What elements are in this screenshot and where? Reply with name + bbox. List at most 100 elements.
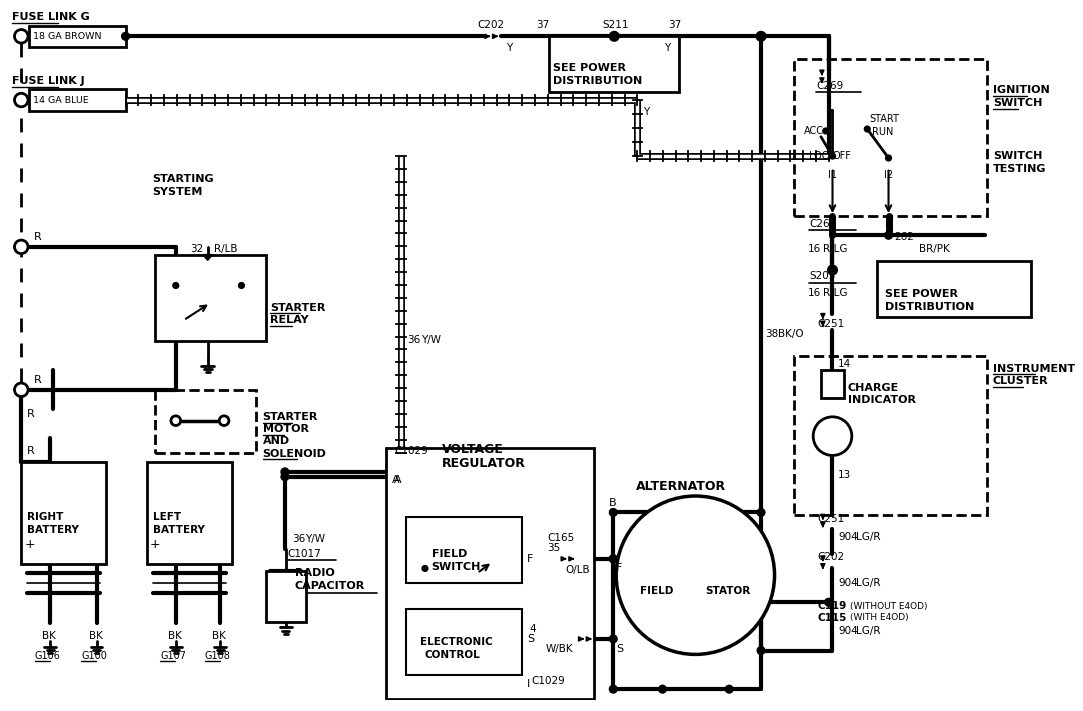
Text: VOLTAGE: VOLTAGE <box>442 443 505 456</box>
Text: F: F <box>616 563 623 574</box>
Bar <box>794 356 987 515</box>
Text: R/LB: R/LB <box>214 244 238 254</box>
Text: C1017: C1017 <box>288 549 322 559</box>
Circle shape <box>813 417 852 456</box>
Text: 38: 38 <box>765 328 779 338</box>
Text: S211: S211 <box>602 20 629 30</box>
Circle shape <box>14 30 28 43</box>
Text: +: + <box>24 538 35 551</box>
Text: F: F <box>527 554 534 564</box>
Text: BR/PK: BR/PK <box>919 244 950 254</box>
Circle shape <box>173 282 179 289</box>
Circle shape <box>757 647 765 654</box>
Text: S: S <box>527 634 534 644</box>
Bar <box>22 462 106 564</box>
Text: R: R <box>27 446 35 456</box>
Text: ACC: ACC <box>804 126 823 136</box>
Text: 904: 904 <box>838 626 858 636</box>
Text: TESTING: TESTING <box>993 164 1046 173</box>
Text: BK: BK <box>42 631 56 641</box>
Text: A: A <box>394 475 402 485</box>
Text: R/LG: R/LG <box>823 288 847 298</box>
Text: STARTER: STARTER <box>263 412 318 422</box>
Text: I2: I2 <box>884 171 893 181</box>
Text: 18 GA BROWN: 18 GA BROWN <box>32 32 102 41</box>
Circle shape <box>610 555 617 562</box>
Text: C1029: C1029 <box>394 446 428 456</box>
Text: BATTERY: BATTERY <box>153 525 205 535</box>
Circle shape <box>830 153 835 159</box>
Text: RELAY: RELAY <box>271 315 309 325</box>
Bar <box>387 448 593 699</box>
Circle shape <box>823 128 828 134</box>
Text: 36: 36 <box>407 335 421 345</box>
Text: C251: C251 <box>817 319 845 329</box>
Text: STARTING: STARTING <box>153 174 214 184</box>
Text: G100: G100 <box>81 651 107 661</box>
Text: C269: C269 <box>809 219 836 229</box>
Text: RADIO: RADIO <box>295 568 335 578</box>
Bar <box>821 370 844 397</box>
Circle shape <box>282 468 289 476</box>
Text: CHARGE: CHARGE <box>848 383 899 393</box>
Text: FUSE LINK G: FUSE LINK G <box>12 12 89 22</box>
Text: 32: 32 <box>191 244 204 254</box>
Circle shape <box>14 240 28 254</box>
Bar <box>29 26 126 47</box>
Text: DISTRIBUTION: DISTRIBUTION <box>553 76 642 86</box>
Text: I1: I1 <box>828 171 837 181</box>
Text: O/LB: O/LB <box>565 565 589 575</box>
Text: REGULATOR: REGULATOR <box>442 456 526 470</box>
Text: C202: C202 <box>817 552 844 562</box>
Circle shape <box>827 265 837 275</box>
Text: FUSE LINK J: FUSE LINK J <box>12 76 84 86</box>
Text: (WITH E4OD): (WITH E4OD) <box>850 613 909 622</box>
Text: R: R <box>27 409 35 419</box>
Bar <box>877 262 1031 317</box>
Text: BK: BK <box>89 631 103 641</box>
Circle shape <box>282 473 289 481</box>
Text: MOTOR: MOTOR <box>263 424 309 434</box>
Text: BK: BK <box>168 631 182 641</box>
Text: S: S <box>616 643 624 653</box>
Text: BK: BK <box>212 631 226 641</box>
Bar <box>406 518 522 583</box>
Text: Y: Y <box>643 107 650 117</box>
Circle shape <box>825 599 833 606</box>
Circle shape <box>886 155 891 161</box>
Text: STARTER: STARTER <box>271 303 326 313</box>
Text: BATTERY: BATTERY <box>27 525 79 535</box>
Bar <box>701 564 757 614</box>
Text: C1029: C1029 <box>531 676 565 686</box>
Bar <box>265 572 306 621</box>
Text: C251: C251 <box>817 514 845 524</box>
Text: LOCK: LOCK <box>809 151 835 161</box>
Text: CAPACITOR: CAPACITOR <box>295 581 365 591</box>
Text: INSTRUMENT: INSTRUMENT <box>993 363 1075 373</box>
Text: 262: 262 <box>895 232 914 242</box>
Text: C269: C269 <box>817 80 844 90</box>
Text: R/LG: R/LG <box>823 244 847 254</box>
Circle shape <box>610 31 619 41</box>
Circle shape <box>238 282 245 289</box>
Text: ELECTRONIC: ELECTRONIC <box>420 637 493 647</box>
Text: B: B <box>609 498 616 508</box>
Circle shape <box>610 635 617 643</box>
Text: S205: S205 <box>809 271 836 281</box>
Text: LEFT: LEFT <box>153 512 181 523</box>
Text: C119: C119 <box>817 601 846 611</box>
Text: A: A <box>392 475 400 485</box>
Text: INDICATOR: INDICATOR <box>848 395 916 405</box>
Polygon shape <box>203 255 212 260</box>
Circle shape <box>610 685 617 693</box>
Bar <box>406 609 522 675</box>
Text: G107: G107 <box>160 651 186 661</box>
Circle shape <box>121 33 129 40</box>
Text: R: R <box>34 232 41 242</box>
Bar <box>794 60 987 216</box>
Circle shape <box>422 565 428 572</box>
Text: BK/O: BK/O <box>779 328 804 338</box>
Text: +: + <box>149 538 160 551</box>
Text: LG/R: LG/R <box>856 532 880 542</box>
Text: G108: G108 <box>205 651 231 661</box>
